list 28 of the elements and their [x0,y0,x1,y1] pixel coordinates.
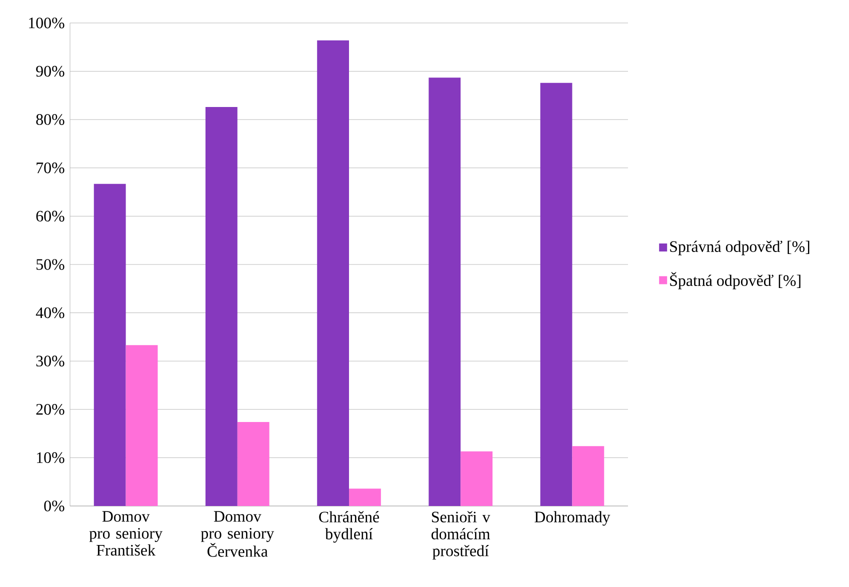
bar [349,488,381,506]
bar [237,422,270,506]
legend-label: Správná odpověď [%] [670,240,810,256]
y-tick-label: 10% [37,452,64,464]
bar [572,446,604,506]
x-tick-label: Chráněné bydlení [319,511,379,543]
y-tick-label: 0% [44,500,64,512]
y-tick-label: 100% [29,18,64,28]
x-tick-label: Dohromady [534,511,610,526]
bar [126,345,158,506]
bar [317,40,350,506]
legend-label: Špatná odpověď [%] [670,272,800,290]
y-tick-label: 30% [36,356,64,366]
y-tick-label: 90% [36,66,64,77]
bar [428,78,461,506]
y-tick-label: 60% [36,210,64,222]
y-tick-label: 20% [36,404,64,415]
y-tick-label: 70% [36,162,64,174]
bar [540,82,572,506]
bar [205,107,238,506]
y-tick-label: 40% [36,307,64,318]
x-tick-label: Domov pro seniory František [89,511,162,556]
y-tick-label: 80% [36,114,64,125]
bar [94,184,126,506]
x-tick-label: Senioři v domácím prostředí [432,511,490,560]
y-tick-label: 50% [36,259,64,270]
bar [460,451,493,506]
x-tick-label: Domov pro seniory Červenka [200,511,274,557]
